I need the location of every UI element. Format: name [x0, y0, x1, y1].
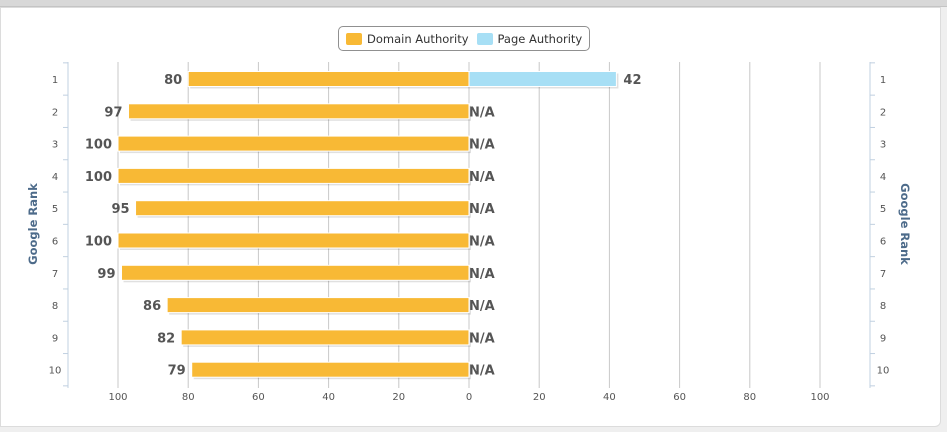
category-label-left: 1 — [52, 75, 58, 86]
category-label-right: 10 — [877, 366, 890, 377]
category-label-left: 10 — [49, 366, 62, 377]
value-label-domain-authority: 82 — [157, 331, 175, 346]
category-label-left: 8 — [52, 301, 58, 312]
category-label-right: 4 — [880, 172, 886, 183]
legend-label-page-authority: Page Authority — [497, 31, 583, 46]
category-label-left: 3 — [52, 140, 58, 151]
category-label-left: 2 — [52, 107, 58, 118]
legend-item-page-authority[interactable]: Page Authority — [476, 31, 583, 46]
category-label-left: 4 — [52, 172, 58, 183]
value-label-page-authority: N/A — [469, 235, 495, 250]
value-label-page-authority: N/A — [469, 202, 495, 217]
category-label-right: 3 — [880, 140, 886, 151]
x-tick-label: 20 — [533, 392, 546, 403]
value-label-domain-authority: 86 — [143, 299, 161, 314]
legend-item-domain-authority[interactable]: Domain Authority — [346, 32, 469, 46]
value-label-domain-authority: 79 — [168, 364, 186, 379]
x-tick-label: 100 — [108, 392, 127, 403]
x-tick-label: 0 — [466, 392, 472, 403]
value-label-page-authority: N/A — [469, 105, 495, 120]
value-label-domain-authority: 99 — [97, 267, 115, 282]
value-label-domain-authority: 100 — [85, 138, 112, 153]
value-label-domain-authority: 97 — [104, 105, 122, 120]
x-tick-label: 60 — [252, 392, 265, 403]
window-top-strip — [0, 0, 947, 7]
bar-domain-authority — [191, 361, 470, 378]
value-label-domain-authority: 100 — [85, 170, 112, 185]
y-axis-title-right: Google Rank — [898, 183, 912, 265]
bar-domain-authority — [121, 264, 470, 281]
chart-legend: Domain Authority Page Authority — [338, 26, 591, 51]
legend-label-domain-authority: Domain Authority — [367, 31, 469, 46]
x-tick-label: 40 — [322, 392, 335, 403]
category-label-left: 7 — [52, 269, 58, 280]
legend-swatch-page-authority — [476, 32, 493, 45]
category-label-right: 1 — [880, 75, 886, 86]
bar-domain-authority — [187, 71, 470, 87]
value-label-domain-authority: 100 — [85, 235, 112, 250]
category-label-right: 2 — [880, 107, 886, 118]
x-tick-label: 60 — [673, 392, 686, 403]
value-label-page-authority: 42 — [623, 73, 641, 88]
value-label-domain-authority: 95 — [111, 202, 129, 217]
category-label-right: 9 — [880, 333, 886, 344]
value-label-domain-authority: 80 — [164, 73, 182, 88]
x-tick-label: 80 — [182, 392, 195, 403]
bar-domain-authority — [117, 232, 470, 249]
bar-domain-authority — [117, 135, 470, 152]
legend-swatch-domain-authority — [346, 32, 362, 45]
value-label-page-authority: N/A — [469, 364, 495, 379]
bar-page-authority — [468, 71, 617, 87]
bar-domain-authority — [128, 103, 470, 120]
value-label-page-authority: N/A — [469, 138, 495, 153]
category-label-left: 9 — [52, 333, 58, 344]
category-label-right: 8 — [880, 301, 886, 312]
bar-domain-authority — [135, 200, 470, 217]
value-label-page-authority: N/A — [469, 170, 495, 185]
category-label-right: 7 — [880, 269, 886, 280]
bar-domain-authority — [166, 297, 470, 314]
x-tick-label: 40 — [603, 392, 616, 403]
value-label-page-authority: N/A — [469, 267, 495, 282]
category-label-left: 6 — [52, 237, 58, 248]
x-tick-label: 20 — [392, 392, 405, 403]
value-label-page-authority: N/A — [469, 331, 495, 346]
x-tick-label: 100 — [810, 392, 829, 403]
bar-domain-authority — [180, 329, 470, 346]
x-tick-label: 80 — [743, 392, 756, 403]
category-label-right: 5 — [880, 204, 886, 215]
value-label-page-authority: N/A — [469, 299, 495, 314]
category-label-left: 5 — [52, 204, 58, 215]
category-label-right: 6 — [880, 237, 886, 248]
bar-domain-authority — [117, 167, 470, 184]
y-axis-title-left: Google Rank — [26, 183, 40, 265]
